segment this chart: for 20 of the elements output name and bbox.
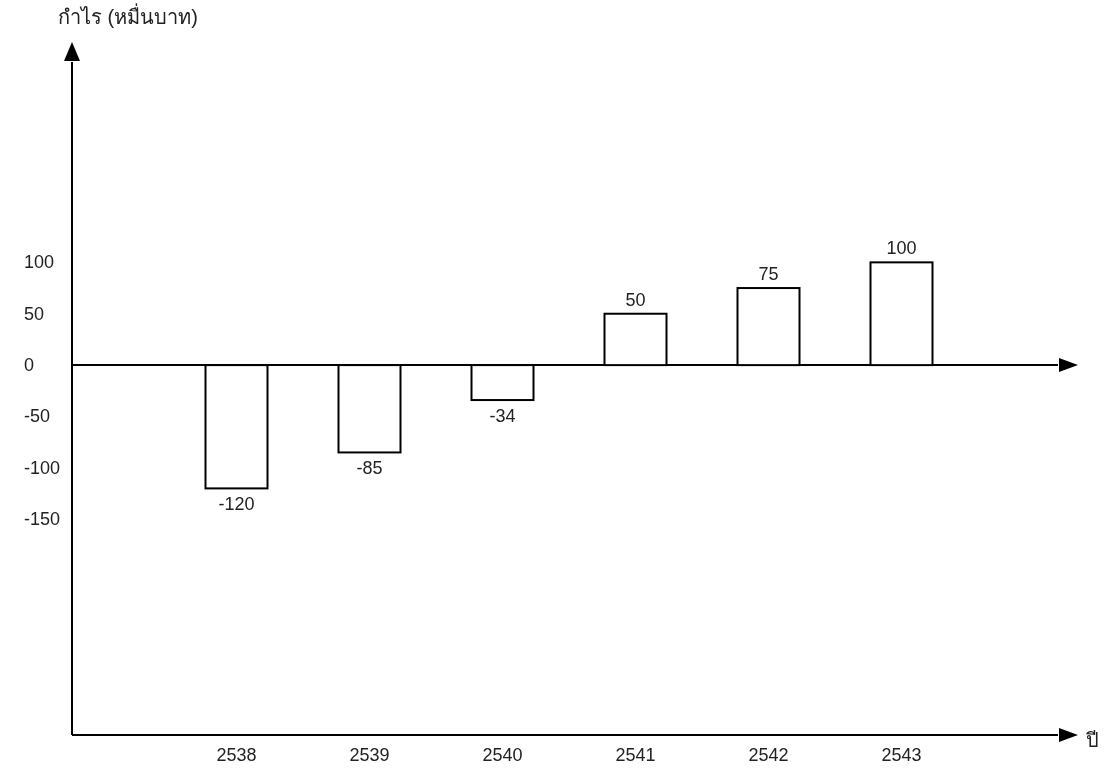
x-axis-title: ปี bbox=[1086, 729, 1099, 751]
x-tick-label: 2538 bbox=[216, 745, 257, 765]
data-label: -34 bbox=[489, 406, 516, 427]
data-label: -120 bbox=[218, 494, 255, 515]
data-label: 75 bbox=[758, 264, 779, 285]
data-label: 100 bbox=[886, 238, 917, 259]
y-tick-label: -150 bbox=[24, 509, 61, 530]
y-tick-label: 0 bbox=[24, 355, 35, 376]
y-axis-title: กำไร (หมื่นบาท) bbox=[58, 3, 198, 28]
x-tick-label: 2539 bbox=[349, 745, 390, 765]
y-tick-label: 50 bbox=[24, 303, 45, 324]
x-tick-label: 2542 bbox=[748, 745, 789, 765]
data-label: 50 bbox=[625, 289, 646, 310]
y-tick-label: -50 bbox=[24, 406, 51, 427]
data-label: -85 bbox=[356, 458, 383, 479]
x-tick-label: 2540 bbox=[482, 745, 523, 765]
y-tick-label: 100 bbox=[24, 252, 55, 273]
x-tick-label: 2543 bbox=[881, 745, 922, 765]
y-tick-label: -100 bbox=[24, 457, 61, 478]
x-tick-label: 2541 bbox=[615, 745, 656, 765]
